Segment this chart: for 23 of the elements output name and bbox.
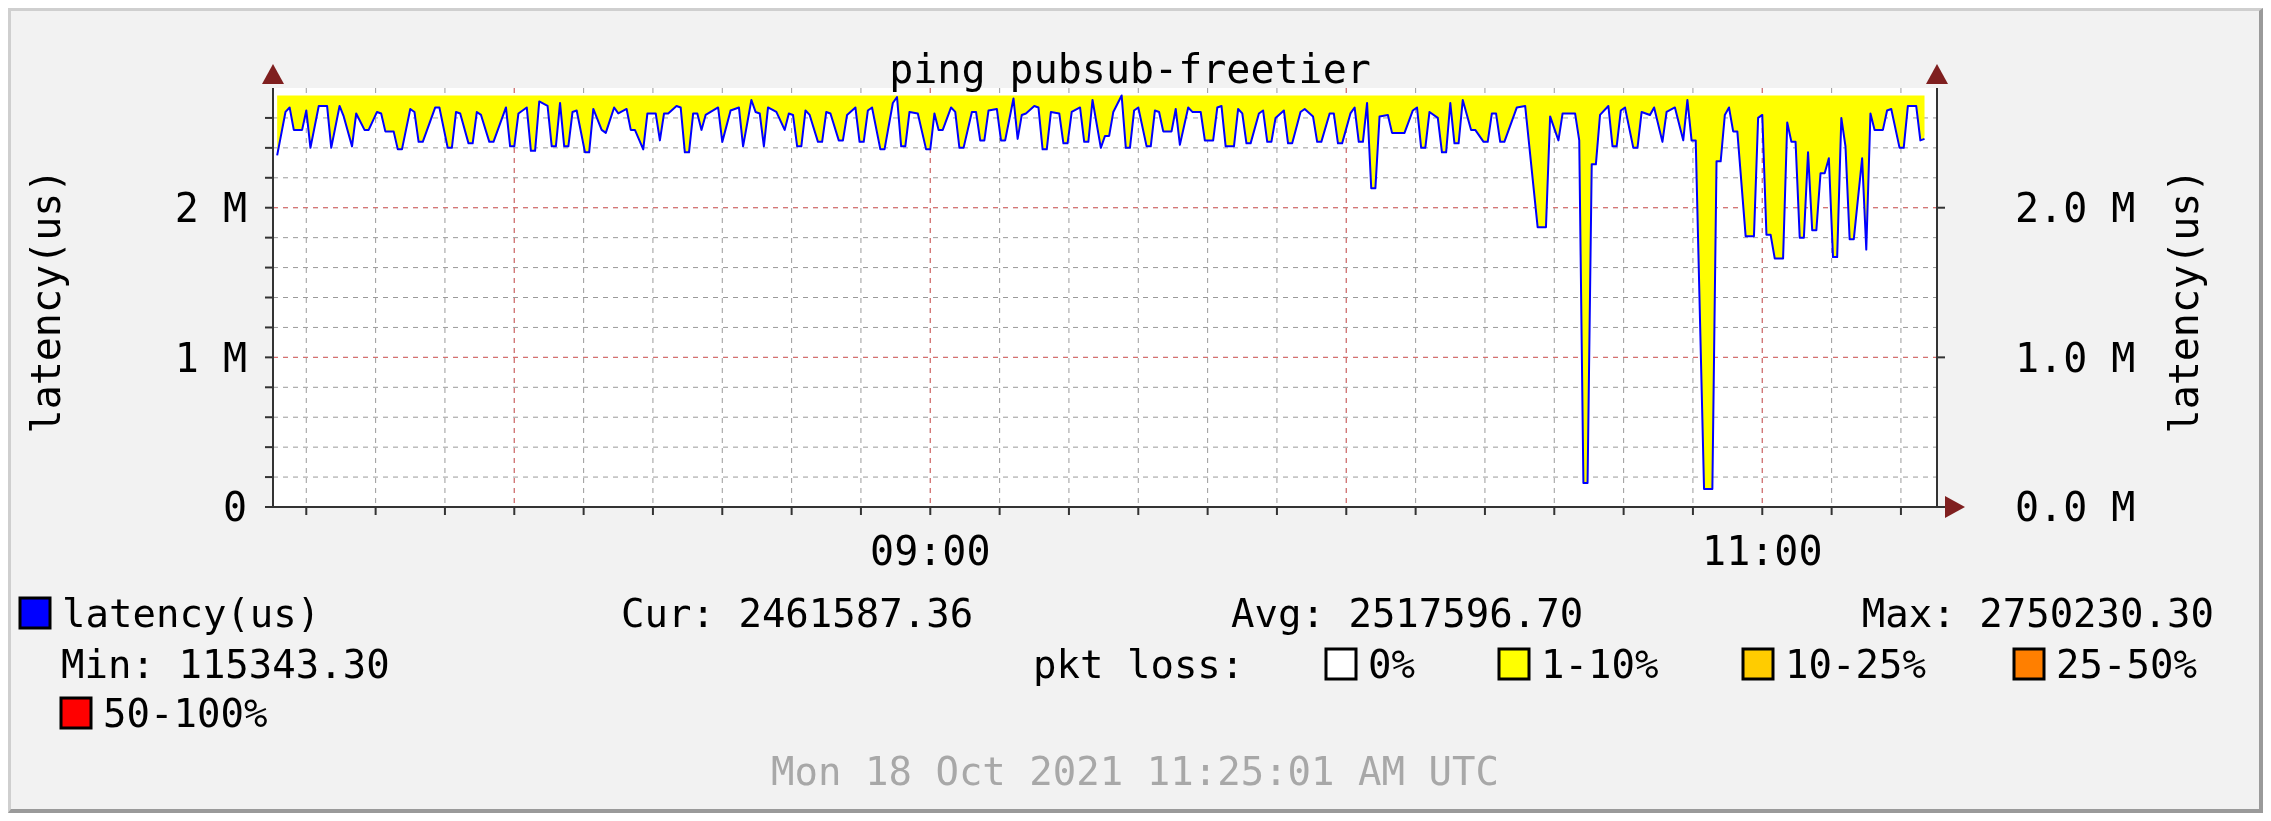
- text: Min: 115343.30: [61, 641, 390, 687]
- y2-tick-label: 0.0 M: [2015, 484, 2136, 531]
- legend-label: 1-10%: [1541, 641, 1659, 687]
- y-tick-label: 0: [222, 484, 247, 531]
- y2-tick-label: 1.0 M: [2015, 334, 2136, 381]
- y-tick-label: 1 M: [174, 334, 247, 381]
- text: Max: 2750230.30: [1861, 590, 2214, 636]
- text: Mon 18 Oct 2021 11:25:01 AM UTC: [771, 748, 1499, 794]
- legend-label: 10-25%: [1785, 641, 1926, 687]
- legend-label: 25-50%: [2056, 641, 2197, 687]
- y-tick-label: 2 M: [174, 184, 247, 231]
- y2-tick-label: 2.0 M: [2015, 184, 2136, 231]
- legend-label: latency(us): [62, 590, 321, 636]
- x-tick-label: 11:00: [1702, 528, 1823, 575]
- chart-title: ping pubsub-freetier: [889, 46, 1371, 92]
- x-tick-label: 09:00: [870, 528, 991, 575]
- legend-label: 50-100%: [103, 690, 268, 736]
- legend-label: 0%: [1368, 641, 1415, 687]
- text: Avg: 2517596.70: [1231, 590, 1584, 636]
- y-axis-title: latency(us): [23, 168, 69, 434]
- legend-title: pkt loss:: [1033, 641, 1245, 687]
- y2-axis-title: latency(us): [2161, 168, 2207, 434]
- text: Cur: 2461587.36: [621, 590, 974, 636]
